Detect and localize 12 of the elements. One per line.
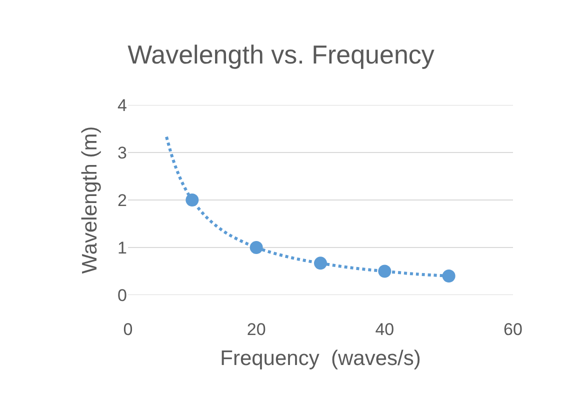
x-tick-label: 40 [375,320,394,339]
y-tick-label: 0 [118,286,127,305]
y-tick-label: 3 [118,143,127,162]
x-axis-title: Frequency (waves/s) [220,347,421,370]
y-axis-title: Wavelength (m) [78,126,102,274]
x-tick-label: 60 [504,320,522,339]
x-tick-label: 20 [246,320,266,339]
y-tick-label: 1 [118,238,127,258]
point [442,270,456,282]
y-tick-label: 4 [118,96,127,115]
chart-title: Wavelength vs. Frequency [128,39,434,70]
y-tick-label: 2 [118,190,127,210]
